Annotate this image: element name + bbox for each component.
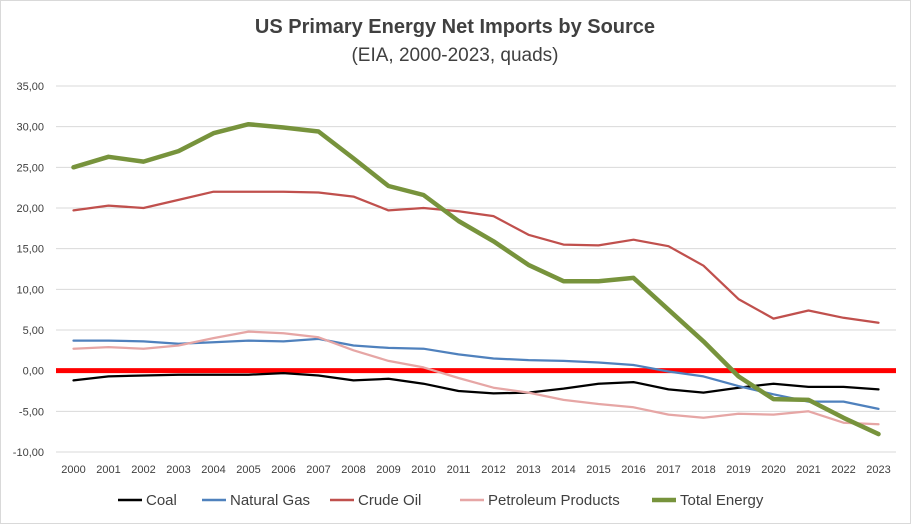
x-tick-label: 2010 [411,464,435,476]
y-tick-label: 25,00 [16,162,44,174]
x-tick-label: 2001 [96,464,120,476]
series-line-total-energy [71,121,881,437]
x-tick-label: 2007 [306,464,330,476]
legend-entry: Crude Oil [358,492,421,509]
y-tick-label: -10,00 [13,447,44,459]
y-tick-label: 15,00 [16,244,44,256]
x-tick-label: 2004 [201,464,225,476]
legend-entry: Petroleum Products [488,492,620,509]
series-line-petroleum-products [72,330,880,426]
x-tick-label: 2000 [61,464,85,476]
legend: Coal Natural Gas Crude Oil Petroleum Produc… [118,492,764,509]
x-tick-label: 2014 [551,464,575,476]
x-tick-label: 2009 [376,464,400,476]
chart-subtitle: (EIA, 2000-2023, quads) [351,45,558,66]
series-lines [71,121,881,437]
y-axis-tick-labels: -10,00 -5,00 0,00 5,00 10,00 15,00 20,00 25,00 3… [13,81,44,459]
x-tick-label: 2008 [341,464,365,476]
x-tick-label: 2017 [656,464,680,476]
y-tick-label: 5,00 [23,325,44,337]
x-tick-label: 2015 [586,464,610,476]
y-tick-label: 30,00 [16,122,44,134]
gridlines [56,85,896,453]
y-tick-label: 10,00 [16,284,44,296]
y-tick-label: 35,00 [16,81,44,93]
x-tick-label: 2020 [761,464,785,476]
x-tick-label: 2005 [236,464,260,476]
x-tick-label: 2023 [866,464,890,476]
x-tick-label: 2019 [726,464,750,476]
y-tick-label: 0,00 [23,366,44,378]
series-line-natural-gas [72,337,880,411]
x-tick-label: 2016 [621,464,645,476]
chart-title: US Primary Energy Net Imports by Source [255,16,655,38]
legend-entry: Natural Gas [230,492,310,509]
x-tick-label: 2011 [447,464,471,476]
y-tick-label: -5,00 [19,406,44,418]
x-tick-label: 2012 [481,464,505,476]
series-line-crude-oil [72,190,880,324]
x-tick-label: 2003 [166,464,190,476]
x-axis-tick-labels: 2000 2001 2002 2003 2004 2005 2006 2007 2008 2009… [61,464,890,476]
x-tick-label: 2013 [516,464,540,476]
legend-entry: Coal [146,492,177,509]
x-tick-label: 2002 [131,464,155,476]
x-tick-label: 2006 [271,464,295,476]
x-tick-label: 2021 [796,464,820,476]
legend-entry: Total Energy [680,492,764,509]
y-tick-label: 20,00 [16,203,44,215]
x-tick-label: 2018 [691,464,715,476]
x-tick-label: 2022 [831,464,855,476]
